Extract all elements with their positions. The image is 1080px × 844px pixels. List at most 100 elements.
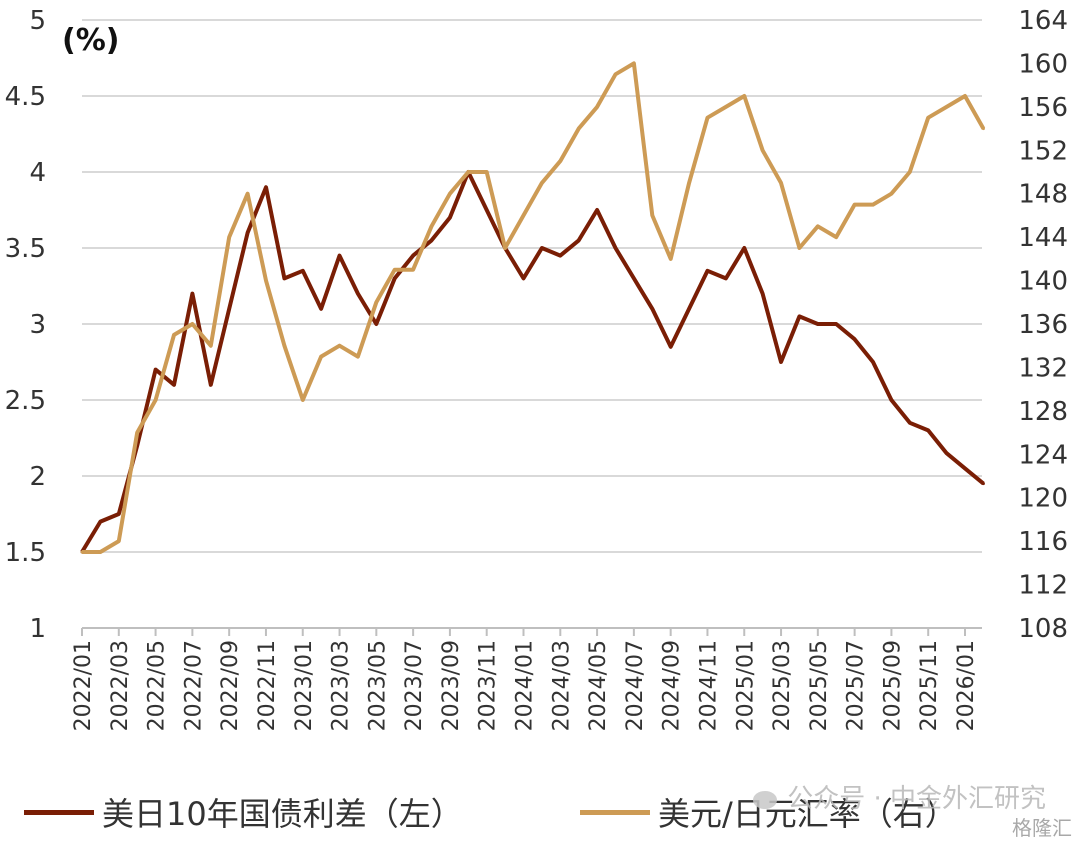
- left-tick-label: 1.5: [5, 538, 46, 568]
- data-point-usdjpy: [209, 344, 213, 348]
- series-line-usdjpy: [82, 61, 986, 554]
- legend-item-usdjpy: 美元/日元汇率（右）: [580, 792, 957, 833]
- data-point-usdjpy: [264, 279, 268, 283]
- x-tick-label: 2024/05: [586, 640, 611, 731]
- left-axis-unit-label: (%): [62, 23, 119, 58]
- data-point-usdjpy: [926, 116, 930, 120]
- left-tick-label: 3.5: [5, 234, 46, 264]
- left-tick-label: 2.5: [5, 386, 46, 416]
- right-tick-label: 116: [1018, 527, 1068, 557]
- data-point-spread: [724, 276, 728, 280]
- left-tick-label: 5: [29, 6, 46, 36]
- gridlines: [82, 19, 982, 629]
- x-tick-label: 2024/07: [623, 640, 648, 731]
- data-point-spread: [779, 360, 783, 364]
- data-point-usdjpy: [80, 550, 84, 554]
- data-point-usdjpy: [522, 213, 525, 217]
- data-point-spread: [98, 520, 102, 524]
- data-point-usdjpy: [411, 268, 415, 272]
- data-point-usdjpy: [319, 355, 323, 359]
- data-point-spread: [393, 276, 397, 280]
- x-tick-label: 2023/05: [365, 640, 390, 731]
- data-point-usdjpy: [577, 127, 581, 131]
- left-tick-label: 1: [29, 614, 46, 644]
- data-point-spread: [430, 238, 433, 242]
- data-point-spread: [797, 314, 801, 318]
- series-layer: [80, 61, 986, 554]
- data-point-usdjpy: [540, 181, 544, 185]
- data-point-usdjpy: [227, 235, 231, 239]
- right-tick-label: 124: [1018, 440, 1068, 470]
- data-point-spread: [614, 246, 617, 250]
- x-tick-label: 2025/09: [880, 640, 905, 731]
- x-tick-label: 2024/09: [660, 640, 685, 731]
- data-point-spread: [411, 254, 415, 258]
- data-point-spread: [632, 276, 636, 280]
- data-point-usdjpy: [614, 72, 617, 76]
- data-point-usdjpy: [135, 431, 139, 435]
- data-point-spread: [669, 345, 673, 349]
- data-point-usdjpy: [797, 246, 801, 250]
- data-point-usdjpy: [834, 235, 838, 239]
- data-point-spread: [246, 231, 250, 235]
- right-tick-label: 108: [1018, 614, 1068, 644]
- x-tick-label: 2022/07: [181, 640, 206, 731]
- data-point-usdjpy: [761, 148, 765, 152]
- data-point-usdjpy: [172, 333, 176, 337]
- data-point-usdjpy: [945, 105, 949, 109]
- x-tick-label: 2026/01: [954, 640, 979, 731]
- x-axis: 2022/01 2022/03 2022/05 2022/07 2022/09 2022/…: [71, 627, 982, 731]
- x-tick-label: 2024/03: [549, 640, 574, 731]
- x-tick-label: 2025/05: [807, 640, 832, 731]
- x-tick-label: 2022/03: [108, 640, 133, 731]
- data-point-usdjpy: [981, 127, 985, 131]
- x-tick-label: 2024/11: [696, 640, 721, 731]
- right-tick-label: 144: [1018, 223, 1068, 253]
- data-point-spread: [816, 322, 820, 326]
- watermark: 公众号 · 中金外汇研究: [753, 778, 1046, 815]
- data-point-usdjpy: [117, 539, 121, 543]
- data-point-spread: [908, 421, 912, 425]
- series-line-spread: [80, 170, 985, 554]
- data-point-usdjpy: [816, 224, 820, 228]
- data-point-usdjpy: [393, 268, 397, 272]
- data-point-usdjpy: [282, 344, 286, 348]
- data-point-usdjpy: [632, 61, 636, 65]
- right-tick-label: 152: [1018, 136, 1068, 166]
- x-tick-label: 2023/03: [329, 640, 354, 731]
- data-point-usdjpy: [871, 203, 875, 207]
- data-point-usdjpy: [558, 159, 562, 163]
- data-point-spread: [448, 216, 452, 220]
- data-point-spread: [172, 383, 176, 387]
- data-point-spread: [706, 269, 709, 273]
- x-tick-label: 2023/09: [439, 640, 464, 731]
- data-point-spread: [761, 292, 765, 296]
- data-point-usdjpy: [724, 105, 728, 109]
- data-point-usdjpy: [485, 170, 489, 174]
- data-point-spread: [945, 451, 949, 455]
- x-tick-label: 2023/07: [402, 640, 427, 731]
- x-tick-label: 2022/11: [255, 640, 280, 731]
- data-point-spread: [264, 185, 268, 189]
- data-point-spread: [540, 246, 544, 250]
- right-tick-label: 132: [1018, 353, 1068, 383]
- right-axis-ticks: 108 112 116 120 124 128 132 136 140 144 148 152 156 1…: [1018, 6, 1068, 644]
- data-point-spread: [485, 208, 489, 212]
- data-point-spread: [577, 238, 581, 242]
- right-tick-label: 148: [1018, 180, 1068, 210]
- data-point-spread: [356, 292, 360, 296]
- x-tick-label: 2025/03: [770, 640, 795, 731]
- watermark-source: 格隆汇: [1012, 816, 1072, 840]
- data-point-spread: [190, 292, 194, 296]
- left-tick-label: 4: [29, 158, 46, 188]
- x-tick-label: 2025/11: [917, 640, 942, 731]
- data-point-spread: [889, 398, 893, 402]
- data-point-usdjpy: [430, 224, 433, 228]
- legend-label-usdjpy: 美元/日元汇率（右）: [658, 795, 957, 833]
- legend-swatch-usdjpy: [580, 809, 650, 815]
- data-point-spread: [558, 254, 562, 258]
- left-tick-label: 3: [29, 310, 46, 340]
- data-point-spread: [687, 307, 691, 311]
- legend-label-spread: 美日10年国债利差（左）: [102, 795, 463, 833]
- data-point-usdjpy: [374, 300, 378, 304]
